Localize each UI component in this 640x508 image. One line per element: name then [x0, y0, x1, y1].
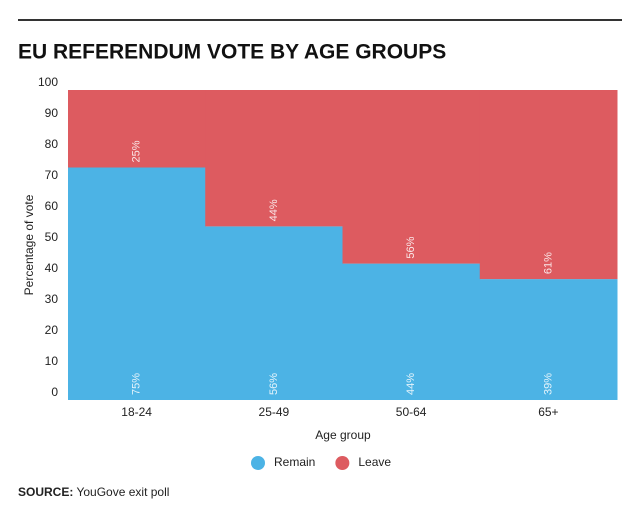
bar-segment: [342, 263, 481, 400]
value-label: 56%: [268, 373, 280, 395]
value-label: 44%: [268, 199, 280, 221]
x-axis-label: Age group: [315, 428, 371, 442]
legend-swatch: [335, 456, 350, 470]
bar-segment: [68, 167, 206, 400]
x-tick-label: 25-49: [259, 405, 290, 419]
y-tick-label: 20: [45, 323, 59, 337]
x-tick-label: 18-24: [121, 405, 152, 419]
value-label: 25%: [131, 140, 143, 162]
y-tick-label: 70: [45, 168, 59, 182]
x-tick-label: 65+: [538, 405, 558, 419]
bar-segment: [342, 90, 481, 264]
y-tick-label: 40: [45, 261, 59, 275]
value-label: 39%: [542, 373, 554, 395]
x-tick-label: 50-64: [396, 405, 427, 419]
bar-segment: [205, 90, 343, 227]
y-tick-label: 60: [45, 199, 59, 213]
legend-label: Leave: [358, 455, 391, 469]
y-tick-label: 80: [45, 137, 59, 151]
y-axis-label: Percentage of vote: [22, 194, 36, 295]
source-label: SOURCE:: [18, 485, 73, 499]
y-tick-label: 0: [51, 385, 58, 399]
value-label: 61%: [542, 252, 554, 274]
y-tick-label: 30: [45, 292, 59, 306]
legend-label: Remain: [274, 455, 315, 469]
y-tick-label: 90: [45, 106, 59, 120]
chart-title: EU REFERENDUM VOTE BY AGE GROUPS: [18, 41, 446, 64]
y-tick-label: 50: [45, 230, 59, 244]
legend-swatch: [251, 456, 265, 470]
y-tick-label: 10: [45, 354, 59, 368]
source: SOURCE: YouGove exit poll: [18, 485, 169, 499]
value-label: 56%: [405, 236, 417, 258]
y-tick-label: 100: [38, 75, 58, 89]
value-label: 75%: [131, 373, 143, 395]
bar-segment: [479, 279, 618, 400]
bar-segment: [479, 90, 618, 280]
source-text: YouGove exit poll: [76, 485, 169, 499]
bar-segment: [205, 226, 343, 400]
bar-segment: [68, 90, 206, 168]
value-label: 44%: [405, 373, 417, 395]
